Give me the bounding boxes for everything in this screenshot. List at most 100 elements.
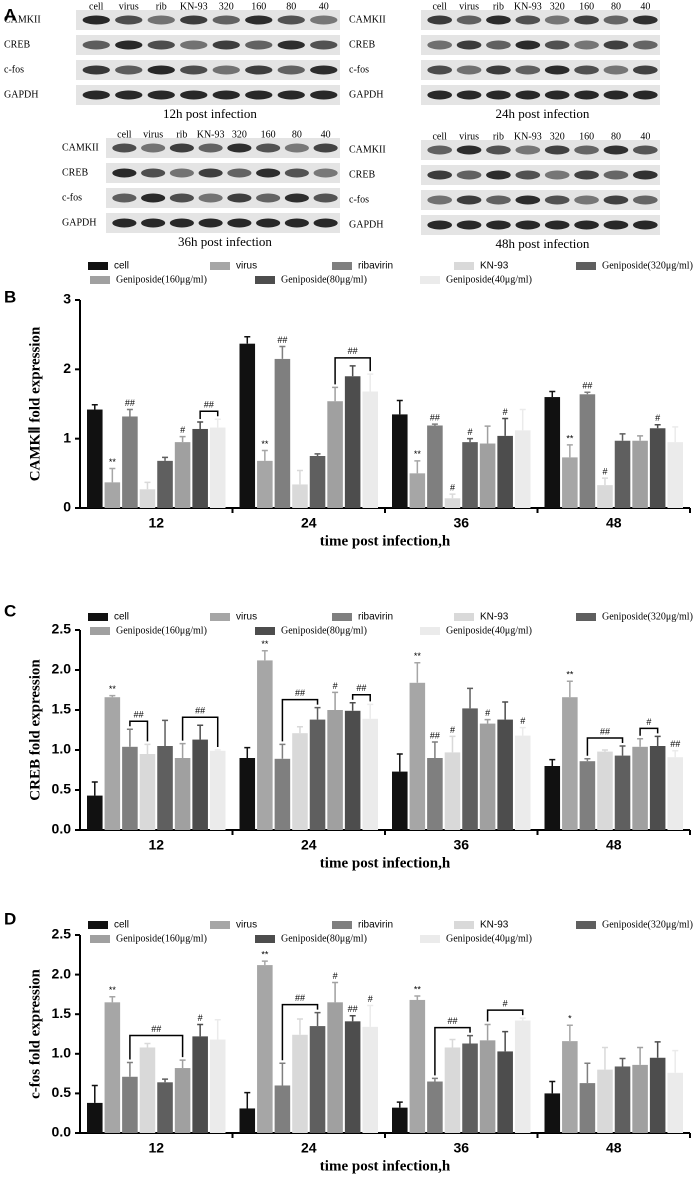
blot-band bbox=[544, 195, 570, 205]
bar bbox=[392, 414, 408, 508]
bar bbox=[139, 489, 156, 508]
bar bbox=[157, 460, 173, 508]
bar bbox=[309, 719, 326, 830]
bar bbox=[462, 1043, 478, 1133]
bar bbox=[649, 428, 666, 508]
x-axis-title: time post infection,h bbox=[320, 1158, 451, 1174]
blot-band bbox=[574, 145, 599, 155]
error-bar bbox=[214, 1018, 221, 1040]
legend-label: KN-93 bbox=[480, 612, 509, 623]
blot-band bbox=[284, 143, 309, 153]
bracket-label: ## bbox=[447, 1016, 457, 1026]
bracket bbox=[281, 698, 319, 742]
blot-caption: 36h post infection bbox=[178, 234, 272, 249]
error-bar bbox=[126, 728, 133, 747]
error-bar bbox=[314, 453, 321, 456]
error-bar bbox=[109, 467, 116, 483]
legend-label: KN-93 bbox=[480, 261, 509, 272]
bar bbox=[614, 755, 631, 830]
bar bbox=[667, 1072, 683, 1133]
legend-label: Geniposide(160μg/ml) bbox=[116, 933, 207, 944]
bar bbox=[209, 427, 226, 508]
significance-label: ** bbox=[414, 651, 422, 661]
legend-swatch bbox=[332, 613, 352, 621]
bracket-label: ## bbox=[348, 346, 358, 356]
significance-label: ** bbox=[109, 684, 117, 694]
error-bar bbox=[654, 1041, 661, 1058]
significance-label: ** bbox=[261, 439, 269, 449]
lane-label: rib bbox=[156, 1, 167, 12]
significance-label: ** bbox=[261, 639, 269, 649]
error-bar bbox=[549, 1080, 556, 1094]
legend-label: Geniposide(160μg/ml) bbox=[116, 274, 207, 285]
legend-label: cell bbox=[114, 261, 129, 272]
lane-label: 80 bbox=[611, 1, 621, 12]
row-label: GAPDH bbox=[349, 89, 383, 100]
error-bar bbox=[449, 735, 456, 753]
bar bbox=[257, 460, 273, 508]
error-bar bbox=[519, 1017, 526, 1021]
blot-band bbox=[245, 90, 273, 100]
blot-band bbox=[544, 170, 570, 180]
blot-band bbox=[427, 170, 453, 180]
blot-strip bbox=[421, 10, 660, 30]
bar bbox=[274, 1085, 291, 1133]
blot-band bbox=[515, 90, 541, 100]
bracket bbox=[129, 1034, 184, 1060]
bracket bbox=[129, 720, 149, 742]
lane-label: 160 bbox=[579, 1, 594, 12]
significance-label: ** bbox=[566, 433, 574, 443]
bar bbox=[157, 1082, 173, 1133]
error-bar bbox=[601, 1046, 608, 1070]
significance-label: # bbox=[180, 425, 185, 435]
significance-label: # bbox=[468, 427, 473, 437]
legend-swatch bbox=[332, 921, 352, 929]
x-tick-label: 36 bbox=[453, 837, 469, 853]
blot-band bbox=[82, 90, 110, 100]
blot-band bbox=[486, 220, 511, 230]
x-tick-label: 48 bbox=[606, 837, 622, 853]
error-bar bbox=[654, 735, 661, 746]
bar bbox=[597, 1069, 613, 1133]
blot-band bbox=[574, 170, 599, 180]
significance-label: ** bbox=[414, 449, 422, 459]
y-tick-label: 0.5 bbox=[52, 781, 72, 797]
bar bbox=[497, 435, 513, 508]
blot-band bbox=[515, 65, 541, 75]
blot-band bbox=[277, 65, 305, 75]
blot-band bbox=[544, 40, 570, 50]
blot-band bbox=[427, 195, 453, 205]
significance-label: # bbox=[450, 725, 455, 735]
blot-band bbox=[115, 40, 143, 50]
blot-band bbox=[632, 145, 658, 155]
bar bbox=[579, 394, 596, 508]
error-bar bbox=[109, 694, 116, 698]
legend-swatch bbox=[88, 613, 108, 621]
significance-label: * bbox=[568, 1014, 572, 1024]
error-bar bbox=[332, 981, 339, 1003]
error-bar bbox=[179, 742, 186, 758]
significance-label: # bbox=[333, 681, 338, 691]
significance-label: ## bbox=[582, 381, 592, 391]
error-bar bbox=[484, 718, 491, 724]
blot-strip bbox=[76, 60, 340, 80]
legend-swatch bbox=[576, 613, 596, 621]
panel-label: D bbox=[4, 909, 16, 928]
error-bar bbox=[549, 758, 556, 766]
significance-label: ** bbox=[109, 985, 117, 995]
error-bar bbox=[109, 996, 116, 1003]
legend-swatch bbox=[576, 921, 596, 929]
bar bbox=[292, 733, 308, 830]
blot-band bbox=[256, 193, 281, 203]
blot-band bbox=[227, 143, 252, 153]
bar bbox=[562, 697, 578, 830]
blot-band bbox=[544, 220, 570, 230]
error-bar bbox=[584, 1062, 591, 1084]
bar bbox=[632, 440, 648, 508]
error-bar bbox=[396, 399, 403, 415]
blot-band bbox=[427, 90, 453, 100]
bar bbox=[174, 1068, 191, 1133]
error-bar bbox=[279, 345, 286, 359]
bar bbox=[209, 750, 226, 830]
significance-label: ## bbox=[348, 1004, 358, 1014]
